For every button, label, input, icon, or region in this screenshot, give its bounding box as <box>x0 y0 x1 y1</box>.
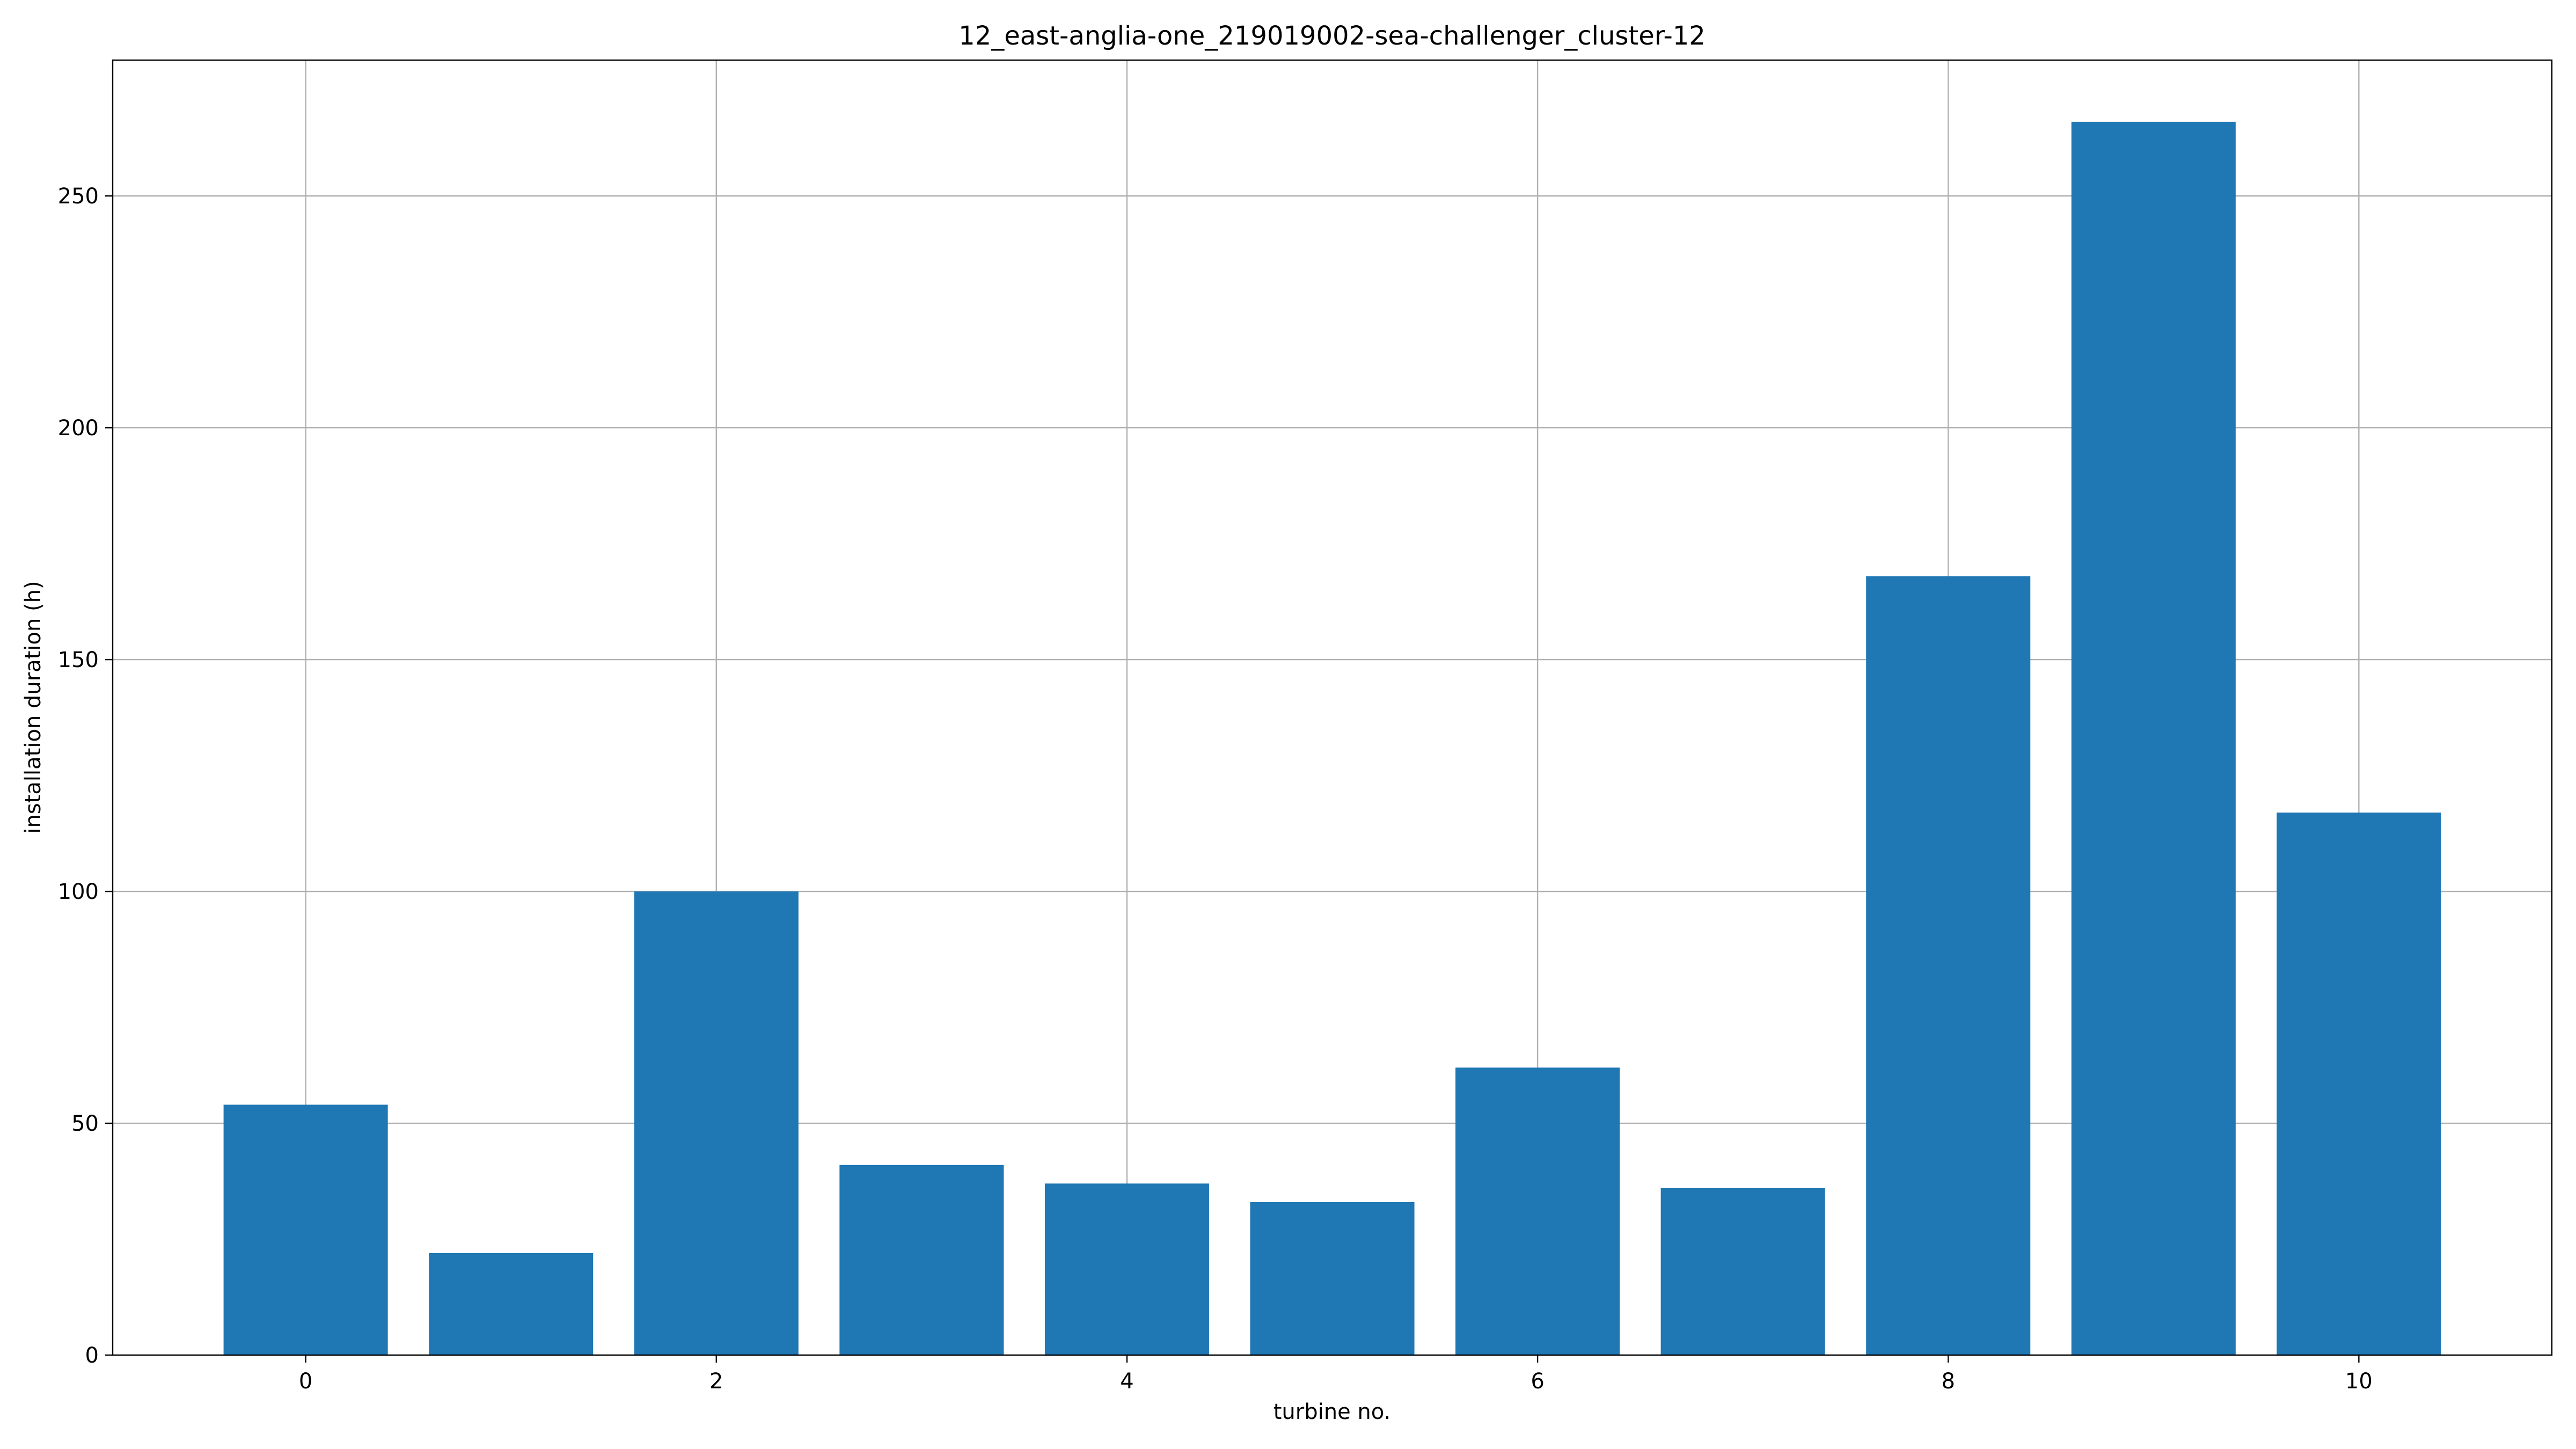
bars <box>223 121 2441 1355</box>
y-axis-ticks: 0 50 100 150 200 250 <box>58 184 113 1368</box>
x-tick-label: 10 <box>2345 1369 2373 1394</box>
plot-frame <box>112 59 2553 1356</box>
chart-title: 12_east-anglia-one_219019002-sea-challen… <box>958 21 1706 51</box>
y-tick-label: 0 <box>85 1343 99 1368</box>
bar-turbine-7 <box>1660 1188 1825 1355</box>
x-tick-label: 2 <box>709 1369 723 1394</box>
bar-turbine-4 <box>1044 1183 1209 1355</box>
bar-turbine-10 <box>2277 813 2441 1355</box>
x-tick-label: 4 <box>1120 1369 1133 1394</box>
x-axis-ticks: 0 2 4 6 8 10 <box>299 1355 2373 1394</box>
bar-turbine-2 <box>634 891 799 1355</box>
y-tick-label: 200 <box>58 416 99 441</box>
x-tick-label: 0 <box>299 1369 312 1394</box>
y-tick-label: 100 <box>58 880 99 904</box>
bar-turbine-0 <box>223 1104 388 1355</box>
bar-turbine-9 <box>2071 121 2236 1355</box>
bar-turbine-6 <box>1455 1067 1620 1355</box>
bar-turbine-5 <box>1250 1202 1415 1355</box>
x-tick-label: 6 <box>1531 1369 1544 1394</box>
y-tick-label: 50 <box>71 1111 99 1136</box>
y-tick-label: 150 <box>58 648 99 672</box>
x-axis-label: turbine no. <box>1274 1400 1391 1424</box>
bar-turbine-3 <box>839 1165 1004 1355</box>
x-tick-label: 8 <box>1942 1369 1955 1394</box>
y-axis-label: installation duration (h) <box>21 581 46 833</box>
bar-turbine-8 <box>1866 576 2031 1355</box>
y-tick-label: 250 <box>58 184 99 209</box>
bar-turbine-1 <box>429 1253 594 1355</box>
